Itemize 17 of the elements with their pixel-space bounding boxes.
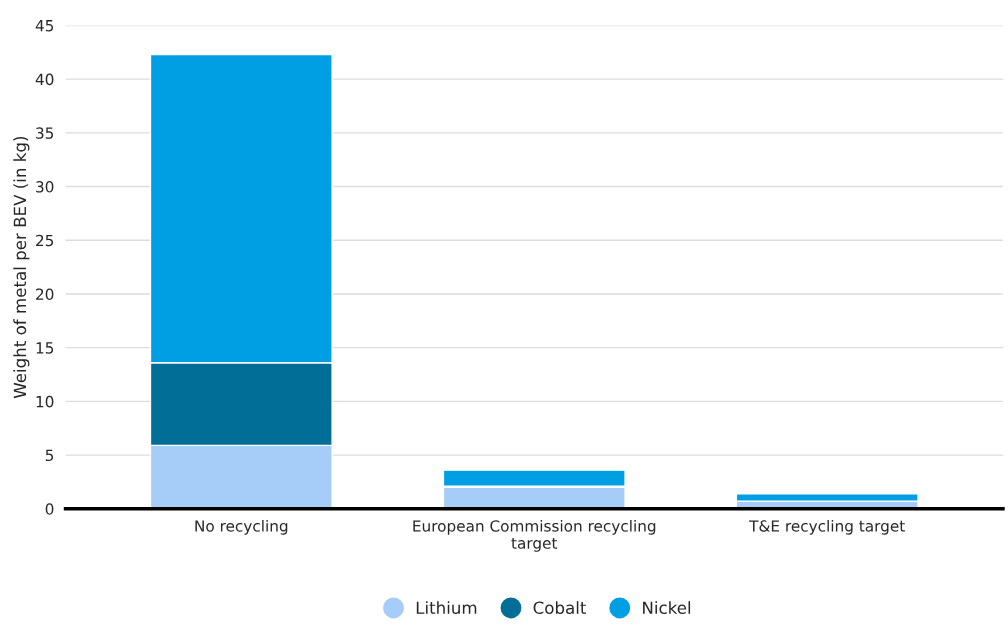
y-tick-label: 20 [36,288,54,300]
y-tick-label: 45 [35,20,54,32]
y-tick-label: 15 [36,342,54,354]
y-tick-label: 25 [36,234,54,247]
x-tick-label: T&E recycling target [749,519,905,535]
y-tick-label: 35 [36,127,54,139]
y-tick-label: 0 [45,503,54,515]
x-tick-label: No recycling [195,519,288,535]
y-axis-title: Weight of metal per BEV (in kg) [13,136,30,399]
legend-label: Cobalt [533,601,587,615]
x-tick-label: European Commission recycling target [413,519,656,552]
y-tick-label: 30 [36,181,54,193]
legend-label: Nickel [643,601,691,615]
y-tick-label: 40 [35,73,54,86]
y-tick-label: 5 [45,449,54,462]
y-tick-label: 10 [36,395,54,408]
legend-label: Lithium [416,601,477,615]
